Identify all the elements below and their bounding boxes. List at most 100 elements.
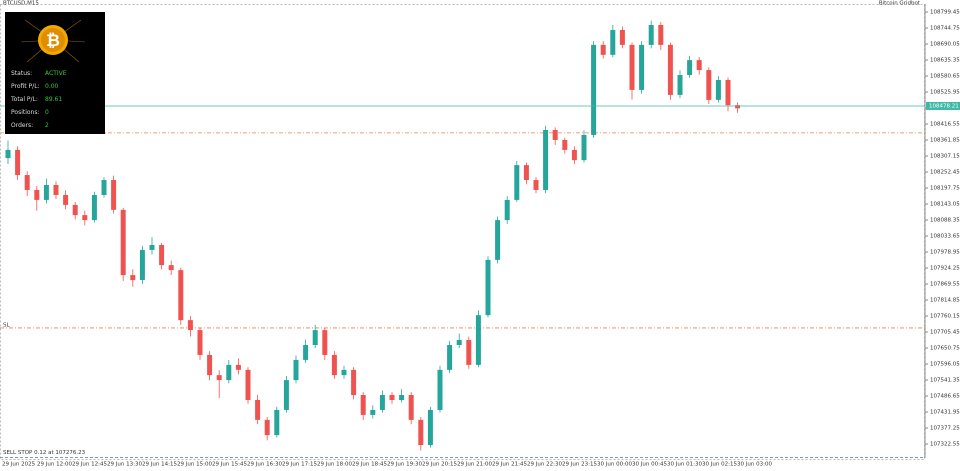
- order-label: SELL STOP 0.12 at 107276.23: [3, 450, 86, 456]
- candle-body: [149, 244, 155, 250]
- svg-text:₿: ₿: [46, 31, 60, 51]
- candle-body: [427, 409, 433, 446]
- x-tick-label: 29 Jun 18:45: [352, 462, 387, 468]
- y-tick-label: 108088.35: [930, 218, 960, 224]
- x-tick-label: 30 Jun 00:00: [597, 462, 632, 468]
- candle-body: [667, 44, 673, 95]
- y-tick-label: 107431.95: [930, 410, 960, 416]
- x-tick-label: 29 Jun 21:45: [492, 462, 527, 468]
- candle-body: [24, 175, 30, 190]
- candle-body: [552, 130, 558, 140]
- row-value: 89.61: [45, 96, 63, 103]
- candle-body: [456, 340, 462, 346]
- candle-body: [101, 180, 107, 195]
- candle-body: [341, 369, 347, 376]
- y-tick-label: 108197.75: [930, 186, 960, 192]
- candle-body: [264, 419, 270, 436]
- candle-body: [389, 395, 395, 400]
- candle-body: [331, 354, 337, 376]
- row-label: Orders:: [11, 122, 34, 129]
- x-tick-label: 29 Jun 23:15: [562, 462, 597, 468]
- candle-body: [658, 25, 664, 45]
- y-tick-label: 107541.35: [930, 378, 960, 384]
- candle-body: [677, 75, 683, 95]
- candle-body: [591, 44, 597, 135]
- y-tick-label: 108744.75: [930, 26, 960, 32]
- candle-body: [139, 249, 145, 281]
- candle-body: [475, 315, 481, 365]
- x-tick-label: 29 Jun 13:30: [107, 462, 142, 468]
- y-tick-label: 107978.95: [930, 250, 960, 256]
- candle-body: [91, 194, 97, 221]
- candle-body: [63, 194, 69, 205]
- candle-body: [648, 25, 654, 45]
- candle-body: [725, 79, 731, 106]
- x-tick-label: 29 Jun 19:30: [387, 462, 422, 468]
- y-tick-label: 108033.65: [930, 234, 960, 240]
- y-tick-label: 108252.45: [930, 170, 960, 176]
- candle-body: [72, 204, 78, 216]
- candle-body: [562, 139, 568, 150]
- candle-body: [245, 369, 251, 400]
- candle-body: [322, 330, 328, 355]
- candle-body: [543, 130, 549, 190]
- x-tick-label: 30 Jun 01:30: [667, 462, 702, 468]
- y-tick-label: 107760.15: [930, 314, 960, 320]
- candle-body: [293, 359, 299, 381]
- y-tick-label: 107650.75: [930, 346, 960, 352]
- candle-body: [34, 189, 40, 200]
- row-value: 0: [45, 109, 49, 116]
- candle-body: [15, 149, 21, 176]
- candle-body: [207, 354, 213, 376]
- candle-body: [408, 395, 414, 420]
- y-tick-label: 108580.65: [930, 74, 960, 80]
- candle-body: [514, 165, 520, 200]
- candle-body: [379, 395, 385, 410]
- candle-body: [504, 199, 510, 221]
- candle-body: [619, 29, 625, 45]
- x-tick-label: 29 Jun 18:00: [317, 462, 352, 468]
- y-tick-label: 107377.25: [930, 426, 960, 432]
- x-tick-label: 29 Jun 12:45: [72, 462, 107, 468]
- candle-body: [283, 380, 289, 410]
- candle-body: [687, 60, 693, 76]
- candle-body: [274, 409, 280, 436]
- candle-body: [351, 369, 357, 396]
- candle-body: [82, 215, 88, 221]
- candle-body: [235, 364, 241, 370]
- candle-body: [43, 185, 49, 200]
- candle-body: [715, 79, 721, 100]
- price-tag: [926, 101, 960, 110]
- candle-body: [533, 180, 539, 190]
- candle-body: [255, 399, 261, 420]
- y-tick-label: 107924.25: [930, 266, 960, 272]
- x-tick-label: 29 Jun 22:30: [527, 462, 562, 468]
- x-tick-label: 30 Jun 02:15: [702, 462, 737, 468]
- candle-body: [571, 149, 577, 161]
- row-label: Status:: [11, 70, 33, 77]
- x-tick-label: 29 Jun 12:00: [37, 462, 72, 468]
- candle-body: [226, 364, 232, 381]
- candle-body: [495, 220, 501, 260]
- candle-body: [111, 180, 117, 210]
- x-tick-label: 29 Jun 17:15: [282, 462, 317, 468]
- row-value: 0.00: [45, 83, 59, 90]
- y-tick-label: 107814.85: [930, 298, 960, 304]
- y-tick-label: 108525.95: [930, 90, 960, 96]
- row-value: ACTIVE: [45, 70, 67, 77]
- y-tick-label: 108307.15: [930, 154, 960, 160]
- brand: Bitcoin Gridbot: [879, 1, 921, 7]
- candle-body: [120, 209, 126, 276]
- candle-body: [485, 259, 491, 316]
- price-tag-label: 108478.21: [929, 103, 959, 109]
- candle-body: [600, 44, 606, 55]
- y-tick-label: 108799.45: [930, 10, 960, 16]
- candle-body: [735, 105, 741, 109]
- y-tick-label: 107596.05: [930, 362, 960, 368]
- y-tick-label: 108416.55: [930, 122, 960, 128]
- y-tick-label: 107486.65: [930, 394, 960, 400]
- candle-body: [5, 149, 11, 159]
- candle-body: [706, 70, 712, 100]
- y-tick-label: 107705.45: [930, 330, 960, 336]
